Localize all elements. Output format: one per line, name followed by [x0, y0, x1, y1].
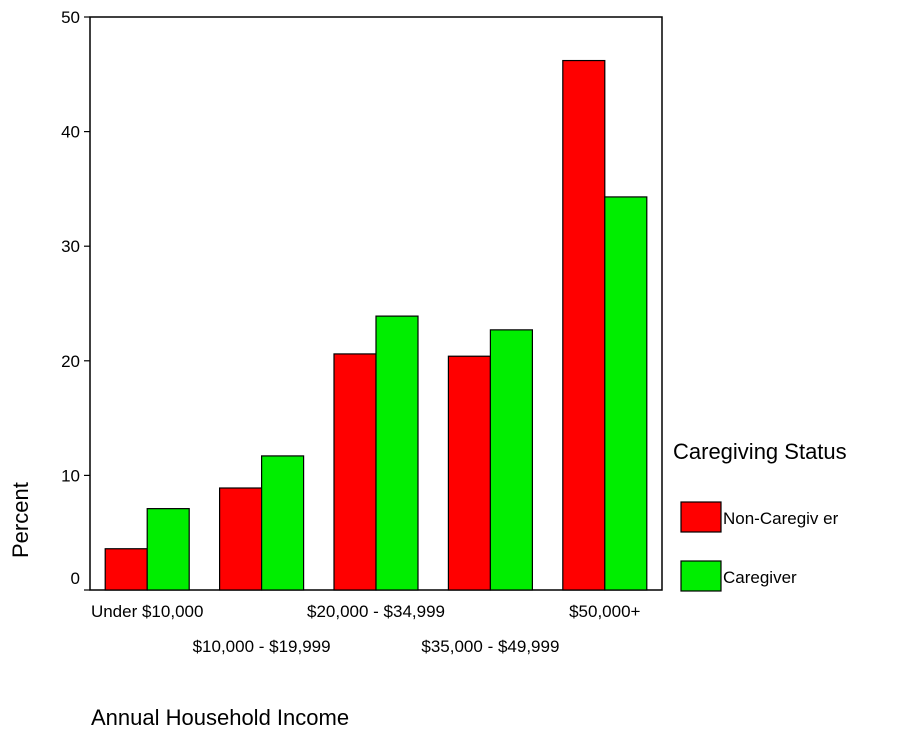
bar-group	[104, 59, 648, 591]
y-tick-label: 10	[61, 466, 80, 485]
x-tick-label: $20,000 - $34,999	[307, 602, 445, 621]
y-axis: 0 10 20 30 40 50	[61, 8, 90, 591]
y-tick-label: 40	[61, 123, 80, 142]
x-tick-label: $50,000+	[569, 602, 640, 621]
legend-title: Caregiving Status	[673, 439, 847, 464]
x-axis-title: Annual Household Income	[91, 705, 349, 730]
bar-non-caregiver	[447, 355, 491, 591]
bar-caregiver	[604, 196, 648, 591]
bar-non-caregiver	[333, 353, 377, 591]
legend-swatch	[680, 501, 722, 533]
legend: Caregiving Status Non-Caregiv er Caregive…	[673, 439, 847, 592]
y-tick-label: 50	[61, 8, 80, 27]
bar-non-caregiver	[104, 548, 148, 591]
x-axis: Under $10,000 $10,000 - $19,999 $20,000 - …	[91, 602, 641, 656]
bar-caregiver	[375, 315, 419, 591]
x-tick-label: $10,000 - $19,999	[193, 637, 331, 656]
y-tick-label: 0	[71, 569, 80, 588]
y-tick-label: 20	[61, 352, 80, 371]
y-tick-label: 30	[61, 237, 80, 256]
bar-caregiver	[489, 329, 533, 591]
bar-caregiver	[261, 455, 305, 591]
bar-caregiver	[146, 508, 190, 591]
bar-non-caregiver	[562, 59, 606, 591]
x-tick-label: Under $10,000	[91, 602, 203, 621]
legend-label: Caregiver	[723, 568, 797, 587]
y-axis-title: Percent	[8, 482, 33, 558]
legend-swatch	[680, 560, 722, 592]
x-tick-label: $35,000 - $49,999	[421, 637, 559, 656]
legend-label: Non-Caregiv er	[723, 509, 839, 528]
bar-non-caregiver	[219, 487, 263, 591]
